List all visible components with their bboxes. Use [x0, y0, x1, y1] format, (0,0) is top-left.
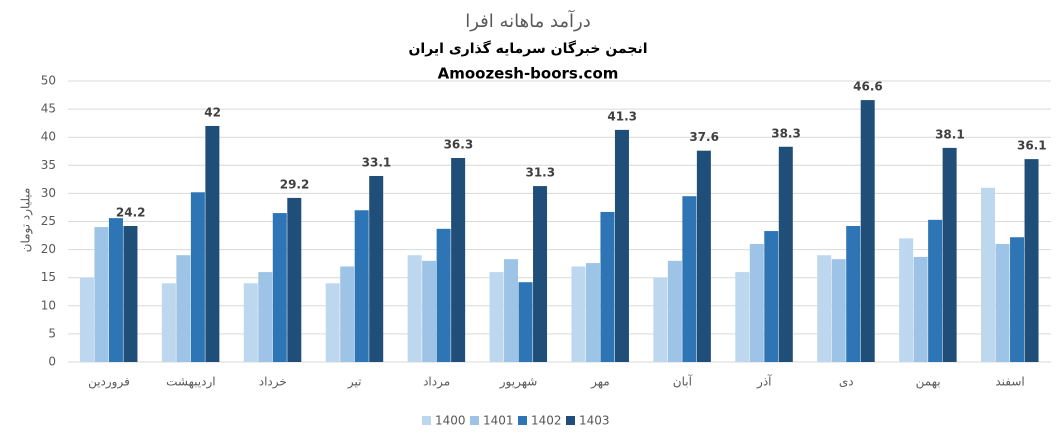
- y-tick-label: 25: [41, 214, 56, 228]
- legend-label: 1401: [483, 414, 514, 428]
- bar: [778, 146, 793, 362]
- x-tick-label: خرداد: [259, 375, 287, 390]
- bar: [1024, 159, 1039, 362]
- legend-label: 1402: [531, 414, 562, 428]
- bar: [108, 218, 123, 362]
- x-tick-label: تیر: [347, 375, 362, 390]
- x-tick-label: آبان: [673, 374, 693, 389]
- bar: [585, 263, 600, 362]
- chart-title: درآمد ماهانه افرا: [465, 9, 591, 32]
- bar: [287, 197, 302, 362]
- bar: [436, 228, 451, 362]
- bar: [860, 100, 875, 362]
- y-tick-label: 35: [41, 158, 56, 172]
- bar: [272, 213, 287, 362]
- bar: [407, 255, 422, 362]
- data-label: 41.3: [607, 109, 637, 123]
- bar: [123, 225, 138, 362]
- legend-label: 1403: [579, 414, 610, 428]
- bar: [422, 260, 437, 362]
- source: Amoozesh-boors.com: [438, 65, 619, 83]
- chart-subtitle: انجمن خبرگان سرمایه گذاری ایران: [408, 40, 647, 57]
- bar: [682, 196, 697, 362]
- y-tick-label: 45: [41, 102, 56, 116]
- y-tick-label: 15: [41, 270, 56, 284]
- x-tick-label: اردیبهشت: [166, 375, 215, 390]
- y-tick-label: 0: [48, 355, 56, 369]
- data-label: 31.3: [525, 166, 555, 180]
- bar: [340, 266, 355, 362]
- bar: [981, 187, 996, 362]
- bar: [451, 157, 466, 362]
- bar: [735, 272, 750, 362]
- data-label: 38.3: [771, 126, 801, 140]
- bar: [518, 282, 533, 362]
- bar: [205, 125, 220, 363]
- bar: [354, 210, 369, 362]
- x-tick-label: بهمن: [916, 375, 941, 390]
- bar: [190, 192, 205, 362]
- bar: [1010, 237, 1025, 362]
- data-label: 46.6: [853, 80, 883, 94]
- y-tick-label: 30: [41, 186, 56, 200]
- bar: [817, 255, 832, 362]
- bar: [913, 256, 928, 362]
- bar: [928, 219, 943, 362]
- legend-swatch: [518, 416, 527, 425]
- bar: [176, 255, 191, 362]
- x-tick-label: آذر: [756, 374, 772, 390]
- y-tick-label: 40: [41, 130, 56, 144]
- legend-swatch: [470, 416, 479, 425]
- data-label: 29.2: [280, 177, 310, 191]
- x-tick-label: اسفند: [995, 375, 1024, 389]
- data-label: 37.6: [689, 130, 719, 144]
- data-label: 42: [204, 105, 221, 119]
- bar: [995, 243, 1010, 362]
- bar: [600, 211, 615, 362]
- x-tick-label: مرداد: [423, 375, 450, 390]
- bar: [764, 231, 779, 362]
- bar: [667, 260, 682, 362]
- legend-swatch: [566, 416, 575, 425]
- bar: [653, 277, 668, 362]
- data-label: 36.3: [444, 137, 474, 151]
- bar: [696, 150, 711, 362]
- bar: [899, 238, 914, 362]
- bar: [243, 283, 258, 362]
- bar: [369, 175, 384, 362]
- bar: [614, 129, 629, 362]
- x-tick-label: شهریور: [499, 375, 538, 390]
- data-label: 33.1: [362, 155, 392, 169]
- bar: [533, 186, 548, 362]
- bar: [504, 259, 519, 362]
- legend-label: 1400: [435, 414, 466, 428]
- x-tick-label: مهر: [590, 375, 610, 390]
- y-tick-label: 5: [48, 326, 56, 340]
- bar: [489, 272, 504, 362]
- y-axis-label: میلیارد تومان: [19, 188, 34, 253]
- bar: [258, 272, 273, 362]
- y-tick-label: 50: [41, 74, 56, 88]
- bar: [571, 266, 586, 362]
- bar: [942, 147, 957, 362]
- data-label: 36.1: [1017, 139, 1047, 153]
- bar: [831, 259, 846, 362]
- y-tick-label: 20: [41, 242, 56, 256]
- x-tick-label: فروردین: [88, 375, 130, 390]
- y-tick-label: 10: [41, 298, 56, 312]
- bar: [79, 277, 94, 362]
- bar: [94, 227, 109, 362]
- bar: [161, 283, 176, 362]
- bar: [325, 283, 340, 362]
- legend-swatch: [422, 416, 431, 425]
- data-label: 38.1: [935, 127, 965, 141]
- bar: [749, 243, 764, 362]
- bar: [846, 225, 861, 362]
- data-label: 24.2: [116, 205, 146, 219]
- x-tick-label: دی: [839, 375, 854, 389]
